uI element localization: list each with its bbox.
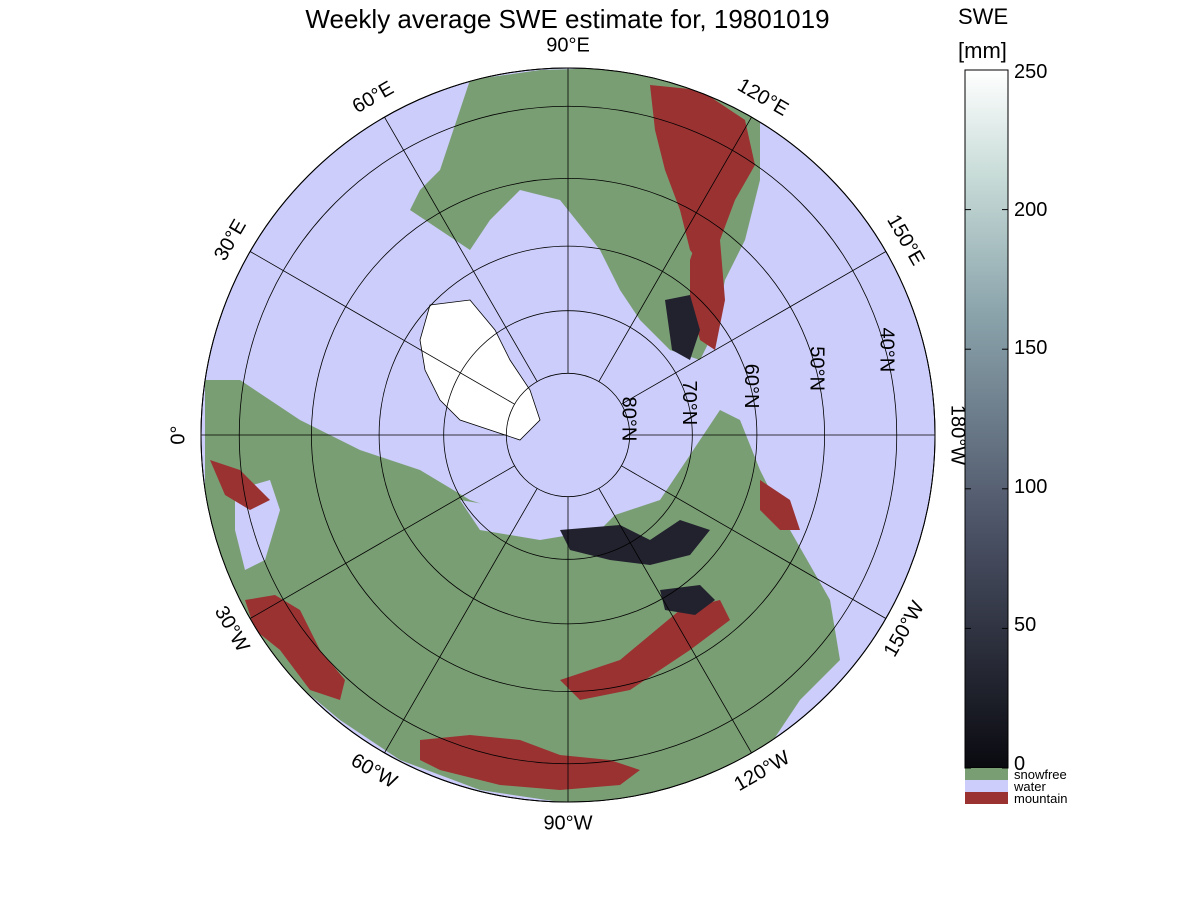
colorbar-snowfree-swatch <box>965 768 1008 780</box>
himalaya <box>420 735 640 790</box>
meridian <box>384 488 538 754</box>
longitude-label: 30°E <box>210 216 251 265</box>
longitude-label: 180°W <box>947 405 969 465</box>
far-east-mts <box>760 480 800 530</box>
longitude-label: 90°E <box>546 34 590 56</box>
meridian <box>249 465 515 619</box>
meridian <box>249 251 515 405</box>
colorbar-tick-label: 200 <box>1014 199 1048 221</box>
canada-snow <box>665 295 700 360</box>
latitude-labels: 80°N 70°N 60°N 50°N 40°N <box>617 328 897 442</box>
colorbar-tick-label: 0 <box>1014 753 1026 775</box>
greenland <box>419 299 541 441</box>
colorbar-category-label: water <box>1014 779 1046 794</box>
hudson-bay <box>520 200 585 280</box>
central-asia-mts <box>560 600 730 700</box>
latitude-label: 60°N <box>740 364 762 409</box>
map-border <box>200 67 936 803</box>
colorbar <box>964 69 1009 804</box>
ural <box>210 460 270 510</box>
latitude-label: 50°N <box>806 346 828 391</box>
colorbar-tick-label: 100 <box>1014 476 1048 498</box>
meridian <box>384 116 538 382</box>
colorbar-tick-label: 50 <box>1014 614 1037 636</box>
latitude-label: 70°N <box>678 380 700 425</box>
colorbar-title: SWE <box>958 4 1009 29</box>
meridian <box>598 488 752 754</box>
colorbar-water-swatch <box>965 780 1008 792</box>
colorbar-unit: [mm] <box>958 38 1007 63</box>
siberia-snow-2 <box>660 585 715 615</box>
latitude-label: 40°N <box>875 328 897 373</box>
colorbar-category-label: mountain <box>1014 791 1068 806</box>
meridian <box>621 465 887 619</box>
longitude-label: 60°E <box>349 77 398 118</box>
colorbar-gradient <box>964 69 1009 769</box>
colorbar-tick-marks <box>965 69 1008 769</box>
colorbar-category-label: snowfree <box>1014 767 1067 782</box>
rockies <box>650 85 755 270</box>
map-title: Weekly average SWE estimate for, 1980101… <box>305 4 830 34</box>
longitude-label: 0° <box>167 425 189 444</box>
colorbar-tick-label: 250 <box>1014 61 1048 83</box>
longitude-label: 90°W <box>543 812 592 834</box>
meridian <box>621 251 887 405</box>
latitude-label: 80°N <box>617 397 639 442</box>
colorbar-mountain-swatch <box>965 792 1008 804</box>
alps <box>245 595 345 700</box>
meridian <box>598 116 752 382</box>
graticule <box>200 67 936 803</box>
siberia-snow <box>560 520 710 565</box>
colorbar-tick-label: 150 <box>1014 337 1048 359</box>
rockies-south <box>690 230 725 350</box>
